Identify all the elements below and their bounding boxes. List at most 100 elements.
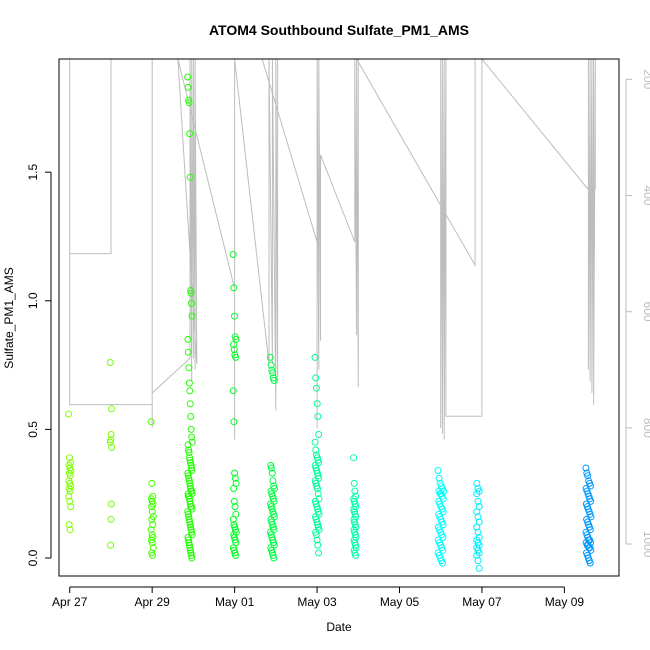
y-tick-label: 0.0 — [26, 549, 40, 566]
y-tick-label: 0.5 — [26, 421, 40, 438]
plot-frame — [58, 58, 620, 577]
scatter-point — [187, 526, 195, 534]
scatter-point — [186, 495, 193, 503]
scatter-point — [314, 485, 321, 492]
scatter-series — [65, 73, 595, 572]
scatter-point — [350, 454, 358, 462]
scatter-point — [186, 387, 194, 395]
scatter-point — [230, 418, 238, 426]
scatter-point — [65, 521, 73, 529]
scatter-point — [439, 559, 446, 567]
x-axis-label: Date — [326, 620, 352, 634]
scatter-point — [313, 400, 321, 408]
scatter-point — [314, 541, 322, 549]
scatter-point — [185, 446, 193, 454]
scatter-point — [187, 459, 194, 467]
scatter-point — [184, 469, 192, 477]
secondary-line — [69, 57, 596, 440]
y2-tick-label: 800 — [641, 418, 650, 438]
scatter-point — [350, 536, 358, 544]
scatter-point — [352, 551, 359, 559]
scatter-point — [230, 341, 237, 348]
scatter-point — [66, 454, 73, 462]
scatter-point — [474, 513, 482, 521]
x-axis: Apr 27 Apr 29 May 01 May 03 May 05 May 07 May … — [52, 586, 584, 609]
y-axis: 0.0 0.5 1.0 1.5 — [26, 164, 52, 566]
scatter-point — [435, 474, 443, 482]
scatter-point — [312, 384, 320, 392]
scatter-point — [185, 449, 193, 456]
scatter-point — [269, 477, 277, 485]
scatter-point — [314, 413, 322, 420]
scatter-point — [185, 539, 193, 547]
scatter-point — [186, 482, 194, 490]
scatter-point — [231, 469, 239, 477]
scatter-point — [185, 492, 193, 500]
scatter-point — [186, 479, 194, 487]
x-tick-label: May 03 — [297, 595, 337, 609]
scatter-point — [312, 374, 320, 382]
scatter-point — [434, 467, 442, 474]
scatter-point — [312, 446, 320, 454]
scatter-point — [350, 495, 358, 503]
scatter-point — [108, 443, 116, 451]
scatter-point — [66, 526, 74, 534]
scatter-point — [186, 544, 194, 552]
y2-tick-label: 200 — [641, 69, 650, 89]
scatter-point — [185, 379, 193, 387]
chart-title: ATOM4 Southbound Sulfate_PM1_AMS — [209, 22, 469, 38]
x-tick-label: May 07 — [462, 595, 502, 609]
scatter-point — [188, 464, 195, 472]
scatter-point — [65, 492, 73, 500]
scatter-point — [107, 541, 115, 549]
scatter-point — [188, 528, 196, 536]
x-tick-label: Apr 27 — [52, 595, 88, 609]
scatter-point — [187, 425, 195, 433]
scatter-point — [473, 490, 481, 498]
scatter-point — [314, 490, 322, 498]
scatter-point — [184, 508, 192, 516]
scatter-point — [186, 400, 194, 408]
scatter-point — [184, 441, 192, 449]
scatter-point — [270, 554, 278, 562]
scatter-point — [185, 513, 193, 521]
scatter-point — [582, 464, 590, 472]
y-tick-label: 1.0 — [26, 292, 40, 309]
scatter-point — [149, 551, 156, 559]
scatter-point — [188, 299, 195, 307]
scatter-point — [184, 472, 192, 480]
scatter-point — [586, 559, 594, 567]
scatter-point — [230, 497, 238, 505]
scatter-point — [185, 96, 193, 104]
scatter-point — [584, 472, 592, 480]
y2-axis: 200 400 600 800 1000 — [625, 69, 650, 558]
scatter-point — [107, 500, 115, 508]
scatter-point — [184, 533, 192, 541]
scatter-point — [266, 353, 274, 361]
scatter-point — [185, 99, 193, 107]
y-tick-label: 1.5 — [26, 164, 40, 181]
scatter-point — [185, 536, 192, 544]
scatter-point — [108, 405, 115, 413]
y2-tick-label: 1000 — [641, 531, 650, 558]
scatter-point — [148, 503, 156, 511]
scatter-point — [188, 312, 196, 320]
scatter-point — [186, 546, 194, 554]
scatter-point — [106, 438, 114, 446]
scatter-point — [184, 510, 192, 518]
scatter-point — [187, 289, 195, 297]
scatter-point — [186, 454, 194, 462]
scatter-point — [149, 521, 157, 529]
scatter-point — [147, 526, 155, 534]
scatter-point — [66, 497, 74, 505]
scatter-point — [186, 173, 194, 181]
scatter-point — [188, 433, 196, 441]
scatter-point — [315, 431, 323, 438]
x-tick-label: May 01 — [215, 595, 255, 609]
scatter-point — [231, 474, 239, 482]
scatter-point — [187, 503, 195, 511]
scatter-point — [148, 539, 156, 547]
scatter-point — [184, 73, 192, 81]
scatter-point — [311, 353, 319, 361]
